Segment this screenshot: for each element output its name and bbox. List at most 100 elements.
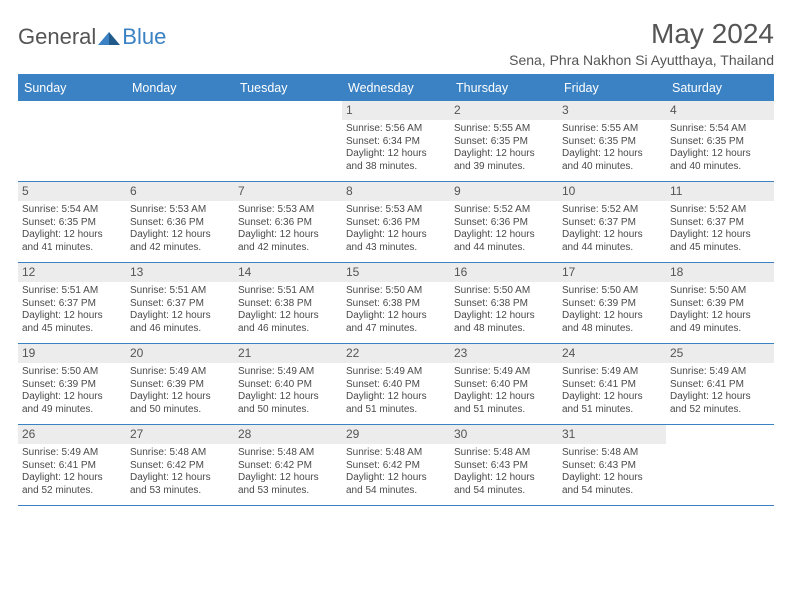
week-row: 12Sunrise: 5:51 AMSunset: 6:37 PMDayligh… xyxy=(18,262,774,343)
day-number: 17 xyxy=(558,263,666,282)
day-info: Sunrise: 5:53 AMSunset: 6:36 PMDaylight:… xyxy=(238,204,338,254)
sunset-text: Sunset: 6:40 PM xyxy=(346,379,446,392)
daylight-text: Daylight: 12 hours and 52 minutes. xyxy=(670,391,770,416)
calendar-cell: 31Sunrise: 5:48 AMSunset: 6:43 PMDayligh… xyxy=(558,425,666,505)
sunrise-text: Sunrise: 5:49 AM xyxy=(346,366,446,379)
logo-icon xyxy=(98,29,120,45)
sunset-text: Sunset: 6:39 PM xyxy=(562,298,662,311)
sunset-text: Sunset: 6:37 PM xyxy=(22,298,122,311)
daylight-text: Daylight: 12 hours and 44 minutes. xyxy=(562,229,662,254)
calendar-cell: 1 Sunrise: 5:56 AMSunset: 6:34 PMDaylight… xyxy=(342,101,450,181)
sunset-text: Sunset: 6:35 PM xyxy=(670,136,770,149)
calendar-cell: 10Sunrise: 5:52 AMSunset: 6:37 PMDayligh… xyxy=(558,182,666,262)
sunrise-text: Sunrise: 5:53 AM xyxy=(238,204,338,217)
weekday-header: Wednesday xyxy=(342,76,450,100)
day-info: Sunrise: 5:54 AMSunset: 6:35 PMDaylight:… xyxy=(22,204,122,254)
day-number: 30 xyxy=(450,425,558,444)
daylight-text: Daylight: 12 hours and 42 minutes. xyxy=(130,229,230,254)
sunrise-text: Sunrise: 5:53 AM xyxy=(130,204,230,217)
calendar-cell: 15Sunrise: 5:50 AMSunset: 6:38 PMDayligh… xyxy=(342,263,450,343)
day-number: 9 xyxy=(450,182,558,201)
daylight-text: Daylight: 12 hours and 42 minutes. xyxy=(238,229,338,254)
weekday-header-row: SundayMondayTuesdayWednesdayThursdayFrid… xyxy=(18,76,774,100)
calendar-cell-empty: . xyxy=(18,101,126,181)
day-info: Sunrise: 5:51 AMSunset: 6:37 PMDaylight:… xyxy=(22,285,122,335)
daylight-text: Daylight: 12 hours and 51 minutes. xyxy=(562,391,662,416)
weekday-header: Friday xyxy=(558,76,666,100)
sunrise-text: Sunrise: 5:48 AM xyxy=(238,447,338,460)
calendar-cell: 5Sunrise: 5:54 AMSunset: 6:35 PMDaylight… xyxy=(18,182,126,262)
calendar-cell: 13Sunrise: 5:51 AMSunset: 6:37 PMDayligh… xyxy=(126,263,234,343)
day-info: Sunrise: 5:49 AMSunset: 6:41 PMDaylight:… xyxy=(22,447,122,497)
day-info: Sunrise: 5:49 AMSunset: 6:41 PMDaylight:… xyxy=(670,366,770,416)
calendar-cell: 26Sunrise: 5:49 AMSunset: 6:41 PMDayligh… xyxy=(18,425,126,505)
calendar-cell: 29Sunrise: 5:48 AMSunset: 6:42 PMDayligh… xyxy=(342,425,450,505)
day-info: Sunrise: 5:48 AMSunset: 6:43 PMDaylight:… xyxy=(454,447,554,497)
page-title: May 2024 xyxy=(509,18,774,50)
week-row: 26Sunrise: 5:49 AMSunset: 6:41 PMDayligh… xyxy=(18,424,774,506)
sunrise-text: Sunrise: 5:49 AM xyxy=(22,447,122,460)
sunrise-text: Sunrise: 5:52 AM xyxy=(670,204,770,217)
daylight-text: Daylight: 12 hours and 52 minutes. xyxy=(22,472,122,497)
day-info: Sunrise: 5:55 AMSunset: 6:35 PMDaylight:… xyxy=(562,123,662,173)
sunrise-text: Sunrise: 5:51 AM xyxy=(22,285,122,298)
sunrise-text: Sunrise: 5:50 AM xyxy=(562,285,662,298)
sunrise-text: Sunrise: 5:53 AM xyxy=(346,204,446,217)
daylight-text: Daylight: 12 hours and 46 minutes. xyxy=(130,310,230,335)
week-row: ...1Sunrise: 5:56 AMSunset: 6:34 PMDayli… xyxy=(18,100,774,181)
sunset-text: Sunset: 6:40 PM xyxy=(238,379,338,392)
sunset-text: Sunset: 6:39 PM xyxy=(130,379,230,392)
sunrise-text: Sunrise: 5:48 AM xyxy=(454,447,554,460)
sunrise-text: Sunrise: 5:49 AM xyxy=(454,366,554,379)
weekday-header: Sunday xyxy=(18,76,126,100)
daylight-text: Daylight: 12 hours and 54 minutes. xyxy=(346,472,446,497)
sunrise-text: Sunrise: 5:49 AM xyxy=(670,366,770,379)
day-number: 27 xyxy=(126,425,234,444)
daylight-text: Daylight: 12 hours and 39 minutes. xyxy=(454,148,554,173)
daylight-text: Daylight: 12 hours and 51 minutes. xyxy=(454,391,554,416)
sunset-text: Sunset: 6:38 PM xyxy=(454,298,554,311)
day-number: 22 xyxy=(342,344,450,363)
brand-part2: Blue xyxy=(122,24,166,50)
daylight-text: Daylight: 12 hours and 47 minutes. xyxy=(346,310,446,335)
calendar-cell: 6Sunrise: 5:53 AMSunset: 6:36 PMDaylight… xyxy=(126,182,234,262)
day-info: Sunrise: 5:48 AMSunset: 6:43 PMDaylight:… xyxy=(562,447,662,497)
sunrise-text: Sunrise: 5:50 AM xyxy=(22,366,122,379)
day-number: 19 xyxy=(18,344,126,363)
sunset-text: Sunset: 6:38 PM xyxy=(238,298,338,311)
sunset-text: Sunset: 6:37 PM xyxy=(670,217,770,230)
daylight-text: Daylight: 12 hours and 54 minutes. xyxy=(454,472,554,497)
sunset-text: Sunset: 6:34 PM xyxy=(346,136,446,149)
day-number: 15 xyxy=(342,263,450,282)
day-info: Sunrise: 5:51 AMSunset: 6:37 PMDaylight:… xyxy=(130,285,230,335)
day-number: 8 xyxy=(342,182,450,201)
sunrise-text: Sunrise: 5:55 AM xyxy=(562,123,662,136)
location-text: Sena, Phra Nakhon Si Ayutthaya, Thailand xyxy=(509,52,774,68)
sunrise-text: Sunrise: 5:50 AM xyxy=(346,285,446,298)
day-number: 10 xyxy=(558,182,666,201)
daylight-text: Daylight: 12 hours and 40 minutes. xyxy=(670,148,770,173)
sunset-text: Sunset: 6:36 PM xyxy=(346,217,446,230)
day-number: 23 xyxy=(450,344,558,363)
sunrise-text: Sunrise: 5:50 AM xyxy=(454,285,554,298)
sunrise-text: Sunrise: 5:54 AM xyxy=(22,204,122,217)
daylight-text: Daylight: 12 hours and 45 minutes. xyxy=(22,310,122,335)
sunset-text: Sunset: 6:36 PM xyxy=(238,217,338,230)
sunrise-text: Sunrise: 5:49 AM xyxy=(562,366,662,379)
day-number: 28 xyxy=(234,425,342,444)
day-info: Sunrise: 5:48 AMSunset: 6:42 PMDaylight:… xyxy=(130,447,230,497)
calendar: SundayMondayTuesdayWednesdayThursdayFrid… xyxy=(18,74,774,506)
calendar-cell: 17Sunrise: 5:50 AMSunset: 6:39 PMDayligh… xyxy=(558,263,666,343)
daylight-text: Daylight: 12 hours and 51 minutes. xyxy=(346,391,446,416)
daylight-text: Daylight: 12 hours and 41 minutes. xyxy=(22,229,122,254)
weeks-container: ...1Sunrise: 5:56 AMSunset: 6:34 PMDayli… xyxy=(18,100,774,506)
day-info: Sunrise: 5:52 AMSunset: 6:37 PMDaylight:… xyxy=(670,204,770,254)
daylight-text: Daylight: 12 hours and 50 minutes. xyxy=(238,391,338,416)
day-number: 21 xyxy=(234,344,342,363)
day-number: 1 xyxy=(342,101,450,120)
sunset-text: Sunset: 6:35 PM xyxy=(22,217,122,230)
day-info: Sunrise: 5:56 AMSunset: 6:34 PMDaylight:… xyxy=(346,123,446,173)
daylight-text: Daylight: 12 hours and 54 minutes. xyxy=(562,472,662,497)
day-info: Sunrise: 5:49 AMSunset: 6:41 PMDaylight:… xyxy=(562,366,662,416)
day-number: 3 xyxy=(558,101,666,120)
